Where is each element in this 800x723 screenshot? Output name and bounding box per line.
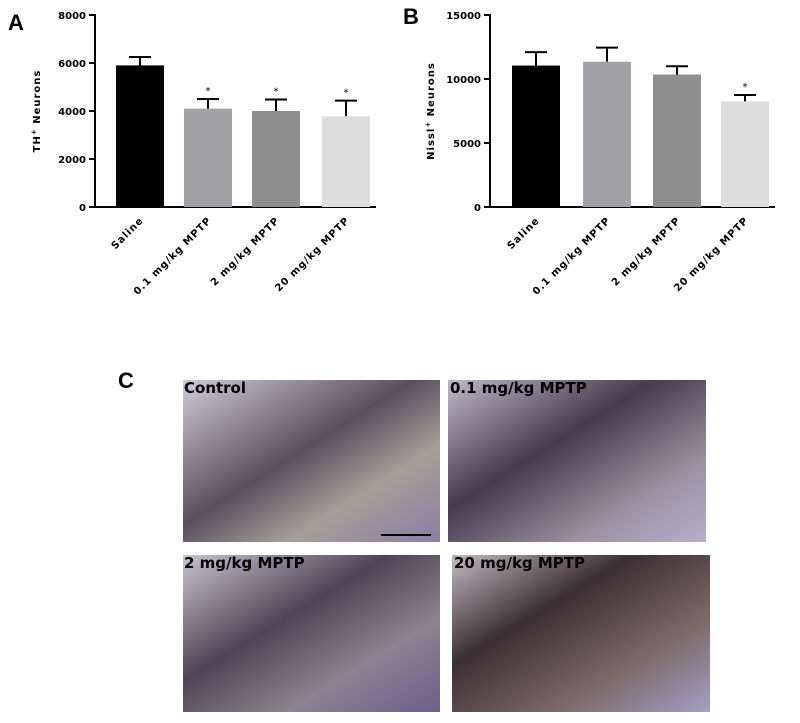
x-tick-label: 0.1 mg/kg MPTP [132, 215, 214, 297]
panel-label: C [118, 368, 134, 393]
bar [583, 61, 631, 207]
y-axis-label-part: + [424, 121, 432, 128]
x-tick-label: 2 mg/kg MPTP [209, 215, 282, 288]
micrograph [183, 380, 440, 542]
significance-marker: * [344, 88, 349, 99]
panel-label: A [8, 10, 24, 35]
x-tick-label: 2 mg/kg MPTP [610, 215, 683, 288]
x-tick-label: 20 mg/kg MPTP [672, 215, 751, 294]
image-label: 20 mg/kg MPTP [454, 554, 585, 572]
x-tick-label: Saline [110, 215, 147, 252]
y-axis-label: Nissl+ Neurons [424, 62, 437, 160]
significance-marker: * [206, 86, 211, 97]
y-tick-label: 10000 [446, 75, 481, 86]
y-axis-label-part: + [30, 128, 38, 135]
image-label: 2 mg/kg MPTP [184, 554, 305, 572]
y-axis-label: TH+ Neurons [30, 70, 43, 153]
bar [512, 65, 560, 207]
y-tick-label: 0 [474, 203, 481, 214]
micrograph [452, 555, 710, 712]
image-label: 0.1 mg/kg MPTP [450, 379, 587, 397]
y-tick-label: 4000 [58, 107, 86, 118]
y-tick-label: 8000 [58, 11, 86, 22]
panel-label: B [403, 4, 419, 29]
y-axis-label-part: TH [32, 135, 43, 152]
image-label: Control [184, 379, 246, 397]
significance-marker: * [274, 86, 279, 97]
significance-marker: * [743, 82, 748, 93]
y-tick-label: 2000 [58, 155, 86, 166]
y-tick-label: 0 [79, 203, 86, 214]
bar [721, 101, 769, 207]
bar [184, 108, 232, 207]
bar [252, 111, 300, 207]
micrograph [183, 555, 440, 712]
bar [116, 65, 164, 208]
bar [653, 74, 701, 208]
x-tick-label: 20 mg/kg MPTP [273, 215, 352, 294]
y-axis-label-part: Neurons [32, 70, 43, 129]
y-tick-label: 15000 [446, 11, 481, 22]
y-axis-label-part: Nissl [426, 128, 437, 160]
x-tick-label: 0.1 mg/kg MPTP [531, 215, 613, 297]
bar [322, 116, 370, 207]
x-tick-label: Saline [506, 215, 543, 252]
y-tick-label: 6000 [58, 59, 86, 70]
y-tick-label: 5000 [453, 139, 481, 150]
y-axis-label-part: Neurons [426, 62, 437, 121]
micrograph [448, 380, 706, 542]
